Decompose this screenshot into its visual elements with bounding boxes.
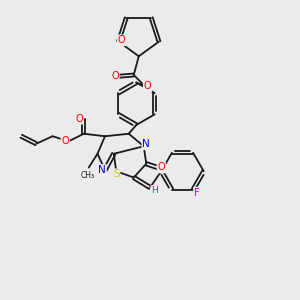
Text: O: O bbox=[118, 35, 125, 45]
Text: N: N bbox=[142, 139, 150, 149]
Text: F: F bbox=[194, 188, 200, 198]
Text: O: O bbox=[61, 136, 69, 146]
Text: O: O bbox=[111, 71, 119, 81]
Text: S: S bbox=[113, 169, 120, 179]
Text: O: O bbox=[158, 163, 165, 172]
Text: N: N bbox=[98, 165, 106, 175]
Text: O: O bbox=[75, 114, 83, 124]
Text: O: O bbox=[144, 81, 151, 91]
Text: CH₃: CH₃ bbox=[80, 171, 94, 180]
Text: H: H bbox=[151, 186, 158, 195]
